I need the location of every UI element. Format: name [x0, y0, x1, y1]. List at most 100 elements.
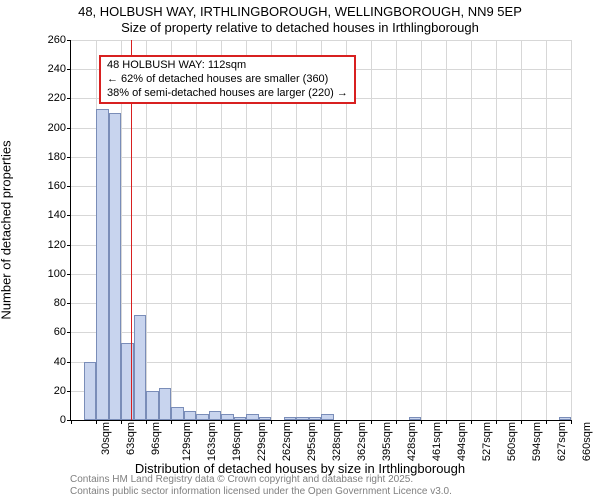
- x-tick-mark: [321, 420, 322, 424]
- x-tick-label: 295sqm: [306, 422, 318, 461]
- y-tick-label: 140: [48, 209, 66, 221]
- gridline-v: [496, 40, 497, 420]
- annotation-line-2: 38% of semi-detached houses are larger (…: [107, 87, 348, 101]
- y-tick-label: 80: [54, 297, 66, 309]
- y-tick-label: 0: [60, 414, 66, 426]
- x-tick-label: 594sqm: [531, 422, 543, 461]
- x-tick-mark: [221, 420, 222, 424]
- y-tick-mark: [67, 98, 71, 99]
- y-tick-mark: [67, 157, 71, 158]
- x-tick-mark: [146, 420, 147, 424]
- histogram-bar: [146, 391, 159, 420]
- histogram-bar: [171, 407, 184, 420]
- y-tick-mark: [67, 274, 71, 275]
- x-tick-label: 129sqm: [181, 422, 193, 461]
- x-tick-label: 63sqm: [125, 422, 137, 455]
- y-tick-label: 20: [54, 385, 66, 397]
- histogram-bar: [246, 414, 259, 420]
- chart-area: 02040608010012014016018020022024026030sq…: [50, 40, 570, 440]
- histogram-bar: [159, 388, 172, 420]
- histogram-bar: [96, 109, 109, 420]
- histogram-bar: [196, 414, 209, 420]
- x-tick-label: 660sqm: [581, 422, 593, 461]
- histogram-bar: [321, 414, 334, 420]
- y-tick-mark: [67, 128, 71, 129]
- annotation-title: 48 HOLBUSH WAY: 112sqm: [107, 59, 348, 73]
- gridline-v: [571, 40, 572, 420]
- gridline-v: [446, 40, 447, 420]
- y-tick-mark: [67, 186, 71, 187]
- y-tick-label: 60: [54, 326, 66, 338]
- x-tick-label: 428sqm: [406, 422, 418, 461]
- footnote-line-2: Contains public sector information licen…: [70, 486, 452, 498]
- x-tick-mark: [396, 420, 397, 424]
- y-tick-mark: [67, 245, 71, 246]
- annotation-line-1: ← 62% of detached houses are smaller (36…: [107, 73, 348, 87]
- histogram-bar: [409, 417, 422, 420]
- title-line-2: Size of property relative to detached ho…: [0, 20, 600, 36]
- histogram-bar: [296, 417, 309, 420]
- x-tick-mark: [571, 420, 572, 424]
- x-tick-mark: [371, 420, 372, 424]
- gridline-v: [371, 40, 372, 420]
- x-tick-label: 196sqm: [231, 422, 243, 461]
- y-tick-label: 120: [48, 239, 66, 251]
- histogram-bar: [259, 417, 272, 420]
- x-tick-mark: [421, 420, 422, 424]
- x-tick-label: 627sqm: [556, 422, 568, 461]
- x-tick-mark: [521, 420, 522, 424]
- y-tick-label: 40: [54, 356, 66, 368]
- x-tick-label: 527sqm: [481, 422, 493, 461]
- histogram-bar: [184, 411, 197, 420]
- y-tick-mark: [67, 332, 71, 333]
- x-tick-mark: [471, 420, 472, 424]
- y-tick-label: 220: [48, 92, 66, 104]
- y-tick-mark: [67, 303, 71, 304]
- plot-area: 02040608010012014016018020022024026030sq…: [70, 40, 571, 421]
- x-tick-label: 96sqm: [150, 422, 162, 455]
- x-tick-label: 328sqm: [331, 422, 343, 461]
- gridline-v: [421, 40, 422, 420]
- footnote-line-1: Contains HM Land Registry data © Crown c…: [70, 474, 452, 486]
- histogram-bar: [309, 417, 322, 420]
- histogram-bar: [234, 417, 247, 420]
- x-tick-mark: [346, 420, 347, 424]
- x-tick-mark: [71, 420, 72, 424]
- y-tick-mark: [67, 40, 71, 41]
- chart-title: 48, HOLBUSH WAY, IRTHLINGBOROUGH, WELLIN…: [0, 0, 600, 37]
- y-tick-label: 260: [48, 34, 66, 46]
- histogram-bar: [84, 362, 97, 420]
- y-tick-mark: [67, 391, 71, 392]
- y-tick-label: 160: [48, 180, 66, 192]
- annotation-box: 48 HOLBUSH WAY: 112sqm← 62% of detached …: [99, 55, 356, 104]
- gridline-v: [546, 40, 547, 420]
- y-axis-label: Number of detached properties: [0, 140, 14, 319]
- y-tick-mark: [67, 215, 71, 216]
- x-tick-label: 560sqm: [506, 422, 518, 461]
- histogram-bar: [284, 417, 297, 420]
- gridline-v: [521, 40, 522, 420]
- y-tick-mark: [67, 362, 71, 363]
- x-tick-mark: [271, 420, 272, 424]
- y-tick-mark: [67, 69, 71, 70]
- gridline-v: [471, 40, 472, 420]
- x-tick-mark: [246, 420, 247, 424]
- x-tick-label: 494sqm: [456, 422, 468, 461]
- x-tick-label: 362sqm: [356, 422, 368, 461]
- x-tick-label: 461sqm: [431, 422, 443, 461]
- x-tick-label: 262sqm: [281, 422, 293, 461]
- x-tick-label: 229sqm: [256, 422, 268, 461]
- y-tick-label: 100: [48, 268, 66, 280]
- y-tick-label: 240: [48, 63, 66, 75]
- x-tick-mark: [196, 420, 197, 424]
- x-tick-mark: [496, 420, 497, 424]
- x-tick-label: 395sqm: [381, 422, 393, 461]
- histogram-bar: [221, 414, 234, 420]
- histogram-bar: [109, 113, 122, 420]
- gridline-v: [396, 40, 397, 420]
- x-tick-mark: [121, 420, 122, 424]
- x-tick-mark: [96, 420, 97, 424]
- y-tick-label: 180: [48, 151, 66, 163]
- title-line-1: 48, HOLBUSH WAY, IRTHLINGBOROUGH, WELLIN…: [0, 4, 600, 20]
- x-tick-label: 163sqm: [206, 422, 218, 461]
